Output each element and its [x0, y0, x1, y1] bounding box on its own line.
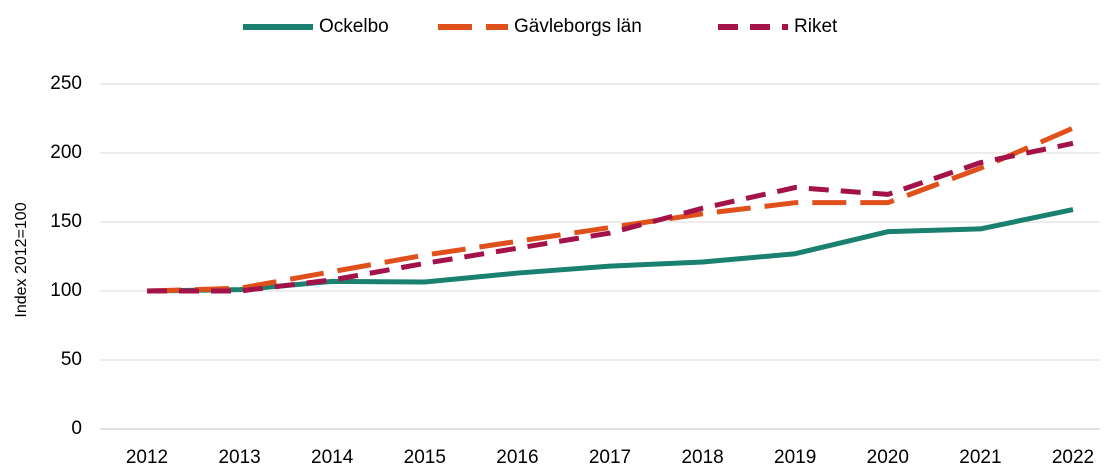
y-tick-label: 250: [50, 73, 82, 94]
x-tick-label: 2018: [681, 447, 723, 468]
x-tick-label: 2012: [126, 447, 168, 468]
y-tick-label: 0: [71, 418, 82, 439]
x-tick-label: 2013: [218, 447, 260, 468]
series-line: [146, 207, 1074, 294]
x-tick-label: 2015: [404, 447, 446, 468]
x-tick-label: 2021: [959, 447, 1001, 468]
x-tick-label: 2016: [496, 447, 538, 468]
y-axis-label: Index 2012=100: [13, 202, 30, 317]
x-tick-label: 2022: [1052, 447, 1094, 468]
legend-label: Gävleborgs län: [514, 16, 642, 37]
y-tick-label: 50: [61, 349, 82, 370]
x-tick-label: 2019: [774, 447, 816, 468]
series-line: [147, 140, 1074, 294]
legend-label: Riket: [794, 16, 838, 37]
legend-label: Ockelbo: [319, 16, 389, 37]
series-line: [146, 125, 1074, 294]
y-tick-label: 100: [50, 280, 82, 301]
y-tick-label: 200: [50, 142, 82, 163]
x-tick-label: 2017: [589, 447, 631, 468]
y-tick-label: 150: [50, 211, 82, 232]
x-tick-label: 2020: [867, 447, 909, 468]
x-tick-label: 2014: [311, 447, 354, 468]
